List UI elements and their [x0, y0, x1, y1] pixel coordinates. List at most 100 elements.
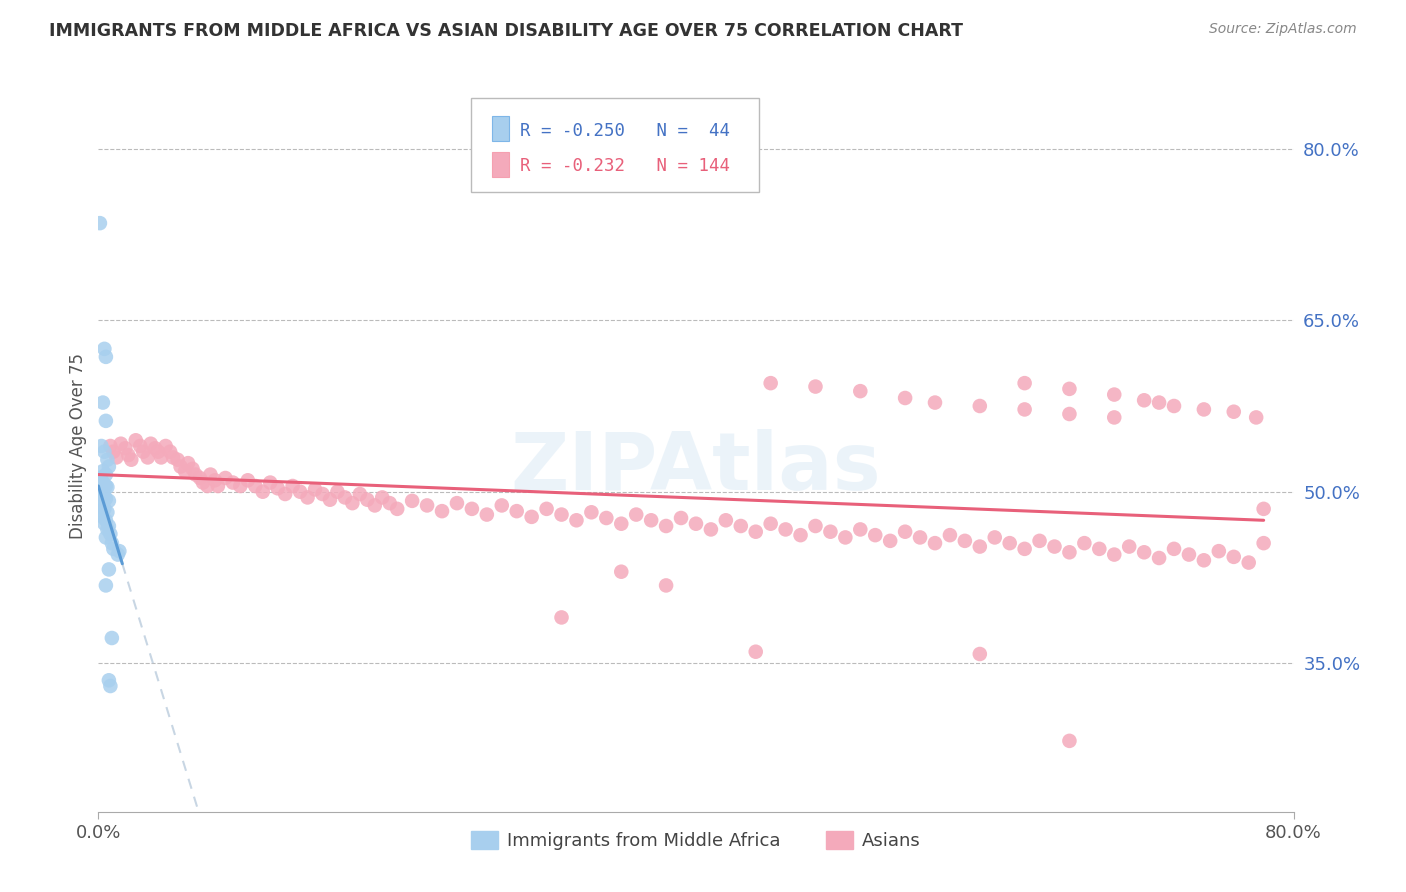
Point	[311, 487, 333, 501]
Point	[669, 511, 692, 525]
Point	[364, 499, 387, 513]
Point	[969, 540, 991, 554]
Point	[97, 459, 120, 474]
Point	[849, 384, 872, 399]
Point	[90, 484, 112, 499]
Point	[1104, 410, 1126, 425]
Text: ZIPAtlas: ZIPAtlas	[510, 429, 882, 507]
Point	[101, 536, 124, 550]
Point	[91, 464, 114, 478]
Point	[132, 444, 155, 458]
Point	[93, 489, 115, 503]
Point	[520, 509, 543, 524]
Point	[1014, 376, 1036, 391]
Point	[89, 508, 111, 522]
Point	[191, 475, 214, 490]
Point	[759, 516, 782, 531]
Point	[700, 523, 723, 537]
Point	[214, 471, 236, 485]
Point	[879, 533, 901, 548]
Point	[97, 519, 120, 533]
Point	[536, 501, 558, 516]
Point	[91, 487, 114, 501]
Point	[200, 467, 222, 482]
Point	[1253, 501, 1275, 516]
Point	[94, 479, 117, 493]
Point	[506, 504, 529, 518]
Point	[197, 479, 219, 493]
Point	[1237, 556, 1260, 570]
Point	[101, 631, 124, 645]
Point	[204, 473, 226, 487]
Point	[1118, 540, 1140, 554]
Point	[385, 501, 409, 516]
Point	[1192, 402, 1215, 417]
Point	[91, 509, 114, 524]
Point	[89, 483, 111, 497]
Point	[1104, 387, 1126, 401]
Point	[550, 610, 572, 624]
Point	[565, 513, 588, 527]
Point	[120, 452, 142, 467]
Text: R = -0.232   N = 144: R = -0.232 N = 144	[520, 157, 730, 175]
Point	[1059, 407, 1081, 421]
Point	[745, 645, 768, 659]
Point	[245, 479, 267, 493]
Point	[1223, 405, 1246, 419]
Point	[155, 439, 177, 453]
Point	[1104, 548, 1126, 562]
Point	[150, 450, 173, 465]
Point	[97, 494, 120, 508]
Point	[491, 499, 513, 513]
Point	[1192, 553, 1215, 567]
Point	[107, 548, 129, 562]
Point	[97, 562, 120, 576]
Point	[159, 444, 181, 458]
Point	[908, 530, 931, 544]
Point	[640, 513, 662, 527]
Point	[953, 533, 976, 548]
Point	[333, 491, 356, 505]
Point	[475, 508, 498, 522]
Point	[259, 475, 281, 490]
Point	[1014, 402, 1036, 417]
Point	[90, 473, 112, 487]
Point	[342, 496, 364, 510]
Point	[969, 399, 991, 413]
Point	[1088, 541, 1111, 556]
Text: IMMIGRANTS FROM MIDDLE AFRICA VS ASIAN DISABILITY AGE OVER 75 CORRELATION CHART: IMMIGRANTS FROM MIDDLE AFRICA VS ASIAN D…	[49, 22, 963, 40]
Point	[136, 450, 159, 465]
Point	[939, 528, 962, 542]
Point	[93, 516, 115, 531]
Point	[924, 395, 946, 409]
Point	[94, 491, 117, 506]
Point	[98, 527, 122, 541]
Point	[125, 434, 148, 448]
Point	[894, 391, 917, 405]
Text: Source: ZipAtlas.com: Source: ZipAtlas.com	[1209, 22, 1357, 37]
Point	[143, 442, 166, 456]
Point	[610, 565, 633, 579]
Point	[91, 475, 114, 490]
Legend: Immigrants from Middle Africa, Asians: Immigrants from Middle Africa, Asians	[464, 823, 928, 857]
Point	[96, 480, 118, 494]
Point	[188, 471, 211, 485]
Point	[1059, 545, 1081, 559]
Point	[610, 516, 633, 531]
Point	[550, 508, 572, 522]
Point	[446, 496, 468, 510]
Point	[714, 513, 737, 527]
Point	[89, 471, 111, 485]
Point	[1073, 536, 1095, 550]
Point	[288, 484, 311, 499]
Point	[1244, 410, 1267, 425]
Point	[1163, 399, 1185, 413]
Point	[96, 505, 118, 519]
Point	[166, 452, 188, 467]
Point	[1178, 548, 1201, 562]
Point	[304, 483, 326, 497]
Point	[924, 536, 946, 550]
Point	[416, 499, 439, 513]
Point	[969, 647, 991, 661]
Point	[93, 478, 115, 492]
